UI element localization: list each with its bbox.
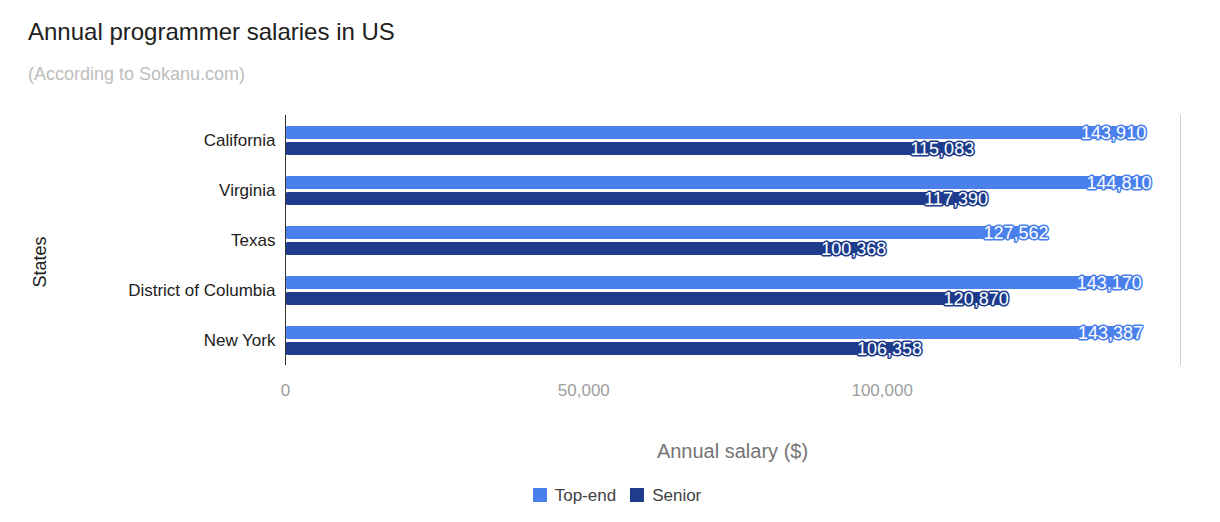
svg-text:115,083: 115,083 bbox=[910, 139, 974, 159]
svg-text:117,390: 117,390 bbox=[924, 189, 988, 209]
svg-text:Virginia: Virginia bbox=[219, 181, 276, 200]
html-text:Senior: Senior bbox=[652, 486, 702, 505]
svg-text:District of Columbia: District of Columbia bbox=[128, 281, 276, 300]
svg-text:Texas: Texas bbox=[231, 231, 275, 250]
html-text:States: States bbox=[29, 236, 50, 288]
html-text:(According to Sokanu.com): (According to Sokanu.com) bbox=[28, 64, 246, 84]
svg-text:143,387: 143,387 bbox=[1078, 323, 1143, 343]
svg-text:127,562: 127,562 bbox=[984, 223, 1049, 243]
svg-text:50,000: 50,000 bbox=[558, 381, 610, 400]
svg-text:144,810: 144,810 bbox=[1086, 173, 1151, 193]
html-text:Annual salary ($): Annual salary ($) bbox=[656, 440, 809, 462]
svg-text:0: 0 bbox=[281, 381, 290, 400]
html-text:Top-end: Top-end bbox=[554, 486, 617, 505]
svg-text:California: California bbox=[204, 131, 276, 150]
svg-text:120,870: 120,870 bbox=[944, 289, 1009, 309]
svg-text:100,000: 100,000 bbox=[851, 381, 912, 400]
svg-text:106,358: 106,358 bbox=[857, 339, 922, 359]
html-text:Annual programmer salaries in: Annual programmer salaries in US bbox=[28, 18, 395, 45]
svg-text:143,910: 143,910 bbox=[1081, 123, 1146, 143]
svg-text:100,368: 100,368 bbox=[821, 239, 886, 259]
svg-text:143,170: 143,170 bbox=[1077, 273, 1142, 293]
svg-text:New York: New York bbox=[204, 331, 276, 350]
